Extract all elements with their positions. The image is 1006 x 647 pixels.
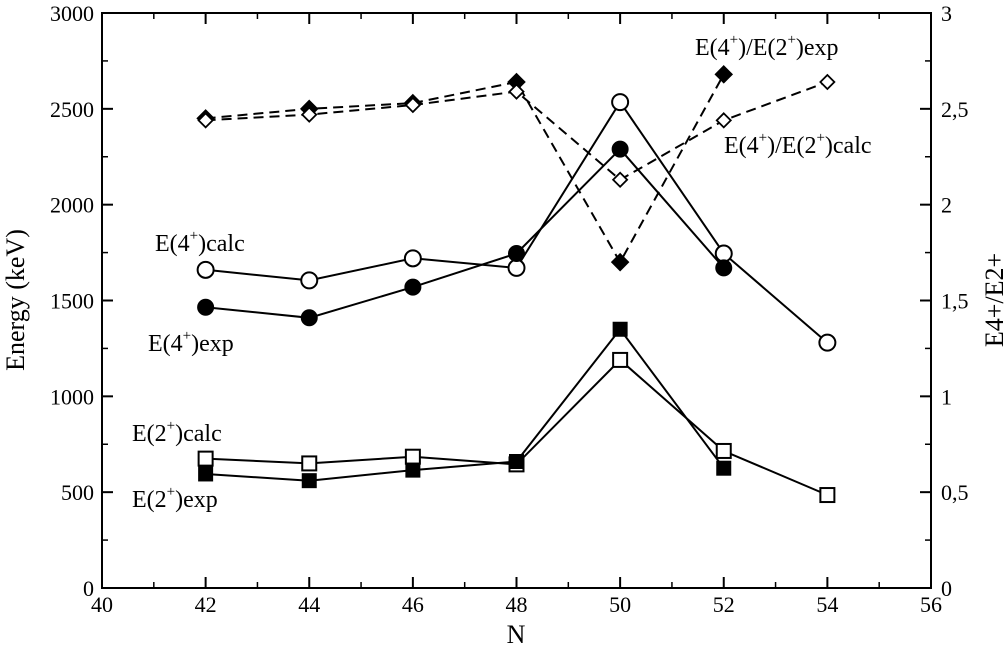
x-tick-label: 46: [402, 592, 424, 617]
x-tick-label: 40: [91, 592, 113, 617]
x-axis-title: N: [507, 620, 526, 647]
y2-tick-label: 1,5: [941, 289, 969, 314]
x-tick-label: 44: [298, 592, 320, 617]
marker-ratio_calc: [404, 96, 422, 114]
x-tick-label: 50: [609, 592, 631, 617]
marker-e4exp: [300, 309, 318, 327]
series-line-e4exp: [205, 147, 725, 319]
marker-e4exp: [197, 298, 215, 316]
marker-e2exp: [198, 466, 214, 482]
annotation-e4exp: E(4+)exp: [148, 328, 234, 357]
y2-axis-title: E4+/E2+: [980, 253, 1006, 347]
marker-e4calc: [818, 333, 837, 352]
marker-e2exp: [716, 460, 732, 476]
marker-ratio_exp: [714, 65, 734, 84]
x-tick-label: 42: [195, 592, 217, 617]
y-tick-label: 1500: [50, 289, 94, 314]
marker-e4calc: [714, 244, 733, 263]
y2-tick-label: 3: [941, 1, 952, 26]
marker-e2exp: [301, 473, 317, 489]
y-tick-label: 1000: [50, 384, 94, 409]
marker-e2calc: [197, 450, 214, 467]
series-line-ratio_exp: [205, 73, 725, 265]
annotation-ratio_calc: E(4+)/E(2+)calc: [724, 130, 872, 159]
annotation-e4calc: E(4+)calc: [155, 228, 245, 257]
x-tick-label: 56: [920, 592, 942, 617]
marker-e2calc: [404, 448, 421, 465]
marker-ratio_exp: [610, 252, 630, 272]
marker-e4calc: [611, 93, 630, 112]
y2-tick-label: 2,5: [941, 97, 969, 122]
y2-tick-label: 1: [941, 384, 952, 409]
marker-e4exp: [611, 140, 629, 158]
y-tick-label: 2500: [50, 97, 94, 122]
marker-e4calc: [196, 260, 215, 279]
annotation-e2calc: E(2+)calc: [132, 418, 222, 447]
marker-e2calc: [612, 351, 629, 368]
marker-e4calc: [507, 258, 526, 277]
series-line-e2calc: [205, 358, 828, 496]
y2-tick-label: 0: [941, 576, 952, 601]
marker-layer: [196, 65, 837, 504]
marker-e4exp: [508, 245, 525, 263]
y2-tick-label: 0,5: [941, 480, 969, 505]
annotation-ratio_exp: E(4+)/E(2+)exp: [695, 32, 839, 61]
ticks: 40 42 44 46 48 50 52 54 560500100015002000250030…: [50, 1, 969, 617]
y-tick-label: 3000: [50, 1, 94, 26]
x-tick-label: 48: [506, 592, 528, 617]
marker-e4exp: [715, 259, 733, 277]
marker-e4calc: [403, 249, 422, 268]
annotation-layer: E(4+)calc E(4+)exp E(2+)calc E(2+)exp E(4+)/…: [132, 32, 872, 513]
marker-e2exp: [509, 454, 524, 469]
y-tick-label: 0: [83, 576, 94, 601]
marker-ratio_calc: [819, 73, 836, 91]
y2-tick-label: 2: [941, 193, 952, 218]
marker-e2calc: [715, 442, 732, 459]
series-line-e2exp: [205, 327, 725, 482]
marker-e2calc: [819, 487, 836, 504]
marker-e4exp: [404, 278, 422, 296]
x-tick-label: 52: [713, 592, 735, 617]
marker-ratio_calc: [715, 112, 733, 129]
y-axis-title: Energy (keV): [1, 229, 30, 371]
y-tick-label: 500: [61, 480, 94, 505]
x-tick-label: 54: [816, 592, 838, 617]
marker-e2exp: [612, 321, 628, 337]
marker-e4calc: [300, 271, 319, 290]
marker-e2calc: [301, 455, 318, 472]
marker-ratio_calc: [197, 112, 214, 129]
marker-ratio_calc: [508, 83, 525, 100]
y-tick-label: 2000: [50, 193, 94, 218]
marker-e2exp: [405, 462, 421, 478]
marker-ratio_calc: [300, 106, 318, 123]
marker-ratio_calc: [611, 171, 629, 189]
annotation-e2exp: E(2+)exp: [132, 484, 218, 513]
